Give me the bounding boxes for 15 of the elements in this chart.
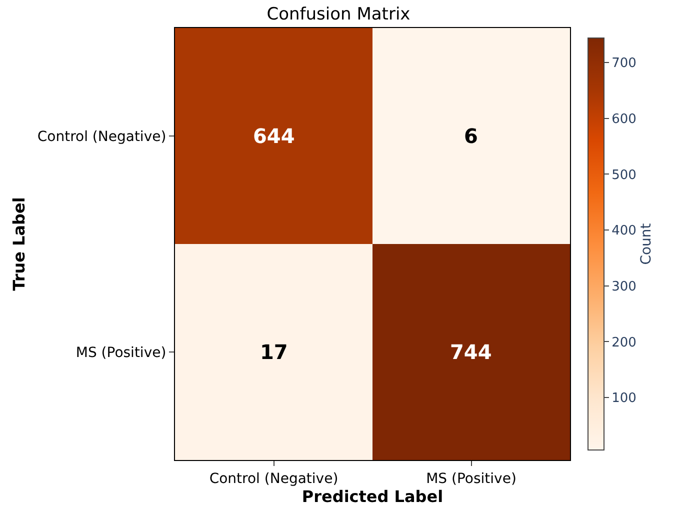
data-label: 6 xyxy=(464,124,478,148)
color-bar-label: 400 xyxy=(612,224,636,239)
color-bar-label: 600 xyxy=(612,112,636,127)
x-axis-title: Predicted Label xyxy=(302,486,444,506)
color-bar-label: 300 xyxy=(612,279,636,294)
chart-title: Confusion Matrix xyxy=(266,4,410,25)
y-axis-title: True Label xyxy=(9,197,28,291)
data-label: 17 xyxy=(260,340,288,364)
color-bar-label: 700 xyxy=(612,56,636,72)
color-bar-title: Count xyxy=(638,222,654,265)
color-bar-label: 100 xyxy=(612,391,636,406)
data-label: 644 xyxy=(253,124,295,148)
data-label: 744 xyxy=(450,340,492,364)
color-bar-label: 200 xyxy=(612,335,636,350)
color-bar-label: 500 xyxy=(612,168,636,183)
